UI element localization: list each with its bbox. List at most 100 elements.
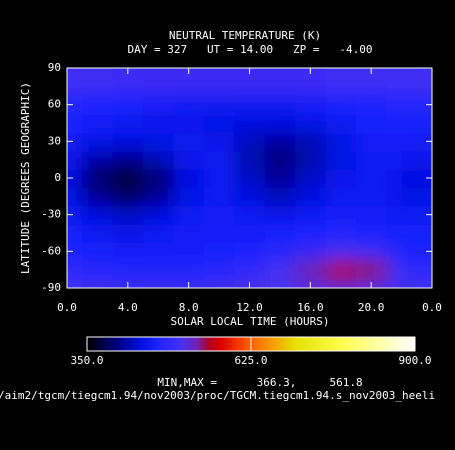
- heat-cell: [355, 168, 388, 189]
- colorbar-tick-label: 350.0: [70, 354, 103, 367]
- heat-cell: [112, 242, 145, 262]
- heat-cell: [401, 260, 432, 280]
- field: [67, 68, 432, 288]
- heat-cell: [143, 242, 175, 262]
- heat-cell: [355, 223, 388, 244]
- heat-cell: [264, 113, 297, 134]
- heat-cell: [295, 95, 327, 115]
- heat-cell: [82, 260, 114, 280]
- heat-cell: [325, 68, 357, 94]
- heat-cell: [143, 113, 175, 134]
- heat-cell: [112, 260, 145, 280]
- heat-cell: [203, 205, 236, 225]
- heat-cell: [112, 132, 145, 152]
- heat-cell: [325, 132, 357, 152]
- heat-cell: [401, 205, 432, 225]
- heat-cell: [143, 95, 175, 115]
- heat-cell: [234, 205, 266, 225]
- heat-cell: [82, 95, 114, 115]
- heat-cell: [203, 132, 236, 152]
- heat-cell: [234, 242, 266, 262]
- heat-cell: [401, 132, 432, 152]
- heat-cell: [234, 95, 266, 115]
- colorbar-tick-label: 625.0: [234, 354, 267, 367]
- heat-cell: [355, 132, 388, 152]
- heat-cell: [173, 95, 205, 115]
- heat-cell: [264, 223, 297, 244]
- heat-cell: [143, 68, 175, 94]
- heat-cell: [234, 223, 266, 244]
- heat-cell: [203, 68, 236, 94]
- heat-cell: [295, 242, 327, 262]
- y-tick-label: 60: [48, 98, 61, 111]
- heat-cell: [173, 113, 205, 134]
- y-tick-label: -60: [41, 244, 61, 257]
- heat-cell: [264, 187, 297, 207]
- heat-cell: [355, 260, 388, 280]
- heat-cell: [295, 187, 327, 207]
- minmax: MIN,MAX = 366.3, 561.8: [157, 376, 362, 389]
- heat-cell: [82, 242, 114, 262]
- heat-cell: [401, 68, 432, 94]
- heat-cell: [325, 205, 357, 225]
- y-tick-label: 0: [54, 171, 61, 184]
- heat-cell: [143, 223, 175, 244]
- colorbar-tick-label: 900.0: [398, 354, 431, 367]
- chart-subtitle: DAY = 327 UT = 14.00 ZP = -4.00: [127, 43, 372, 56]
- heat-cell: [203, 242, 236, 262]
- heat-cell: [173, 168, 205, 189]
- y-tick-label: -30: [41, 208, 61, 221]
- heat-cell: [264, 150, 297, 170]
- heat-cell: [325, 260, 357, 280]
- y-tick-label: 90: [48, 61, 61, 74]
- heat-cell: [401, 187, 432, 207]
- heat-cell: [143, 168, 175, 189]
- heat-cell: [173, 242, 205, 262]
- heat-cell: [264, 95, 297, 115]
- heat-cell: [173, 187, 205, 207]
- x-tick-label: 12.0: [236, 301, 263, 314]
- heat-cell: [264, 205, 297, 225]
- heat-cell: [401, 168, 432, 189]
- heat-cell: [401, 95, 432, 115]
- heat-cell: [143, 260, 175, 280]
- heat-cell: [401, 150, 432, 170]
- heat-cell: [82, 132, 114, 152]
- heat-cell: [143, 150, 175, 170]
- heat-cell: [264, 260, 297, 280]
- heat-cell: [264, 168, 297, 189]
- heat-cell: [143, 205, 175, 225]
- heat-cell: [82, 150, 114, 170]
- heat-cell: [112, 113, 145, 134]
- x-tick-label: 0.0: [57, 301, 77, 314]
- heat-cell: [203, 150, 236, 170]
- x-tick-label: 8.0: [179, 301, 199, 314]
- heat-cell: [82, 205, 114, 225]
- heat-cell: [325, 242, 357, 262]
- heat-cell: [355, 68, 388, 94]
- heat-cell: [355, 150, 388, 170]
- heat-cell: [173, 205, 205, 225]
- x-tick-label: 20.0: [358, 301, 385, 314]
- heat-cell: [82, 113, 114, 134]
- x-axis-label: SOLAR LOCAL TIME (HOURS): [171, 315, 330, 328]
- heat-cell: [264, 132, 297, 152]
- heat-cell: [295, 132, 327, 152]
- heat-cell: [82, 168, 114, 189]
- heat-cell: [112, 95, 145, 115]
- heat-cell: [295, 260, 327, 280]
- heat-cell: [143, 187, 175, 207]
- heat-cell: [401, 113, 432, 134]
- file-path: /aim2/tgcm/tiegcm1.94/nov2003/proc/TGCM.…: [0, 389, 435, 402]
- heat-cell: [203, 187, 236, 207]
- x-tick-label: 4.0: [118, 301, 138, 314]
- heat-cell: [355, 242, 388, 262]
- heat-cell: [203, 168, 236, 189]
- heat-cell: [234, 150, 266, 170]
- heat-cell: [112, 205, 145, 225]
- heat-cell: [264, 68, 297, 94]
- heat-cell: [355, 95, 388, 115]
- heat-cell: [203, 113, 236, 134]
- heat-cell: [234, 260, 266, 280]
- heat-cell: [325, 187, 357, 207]
